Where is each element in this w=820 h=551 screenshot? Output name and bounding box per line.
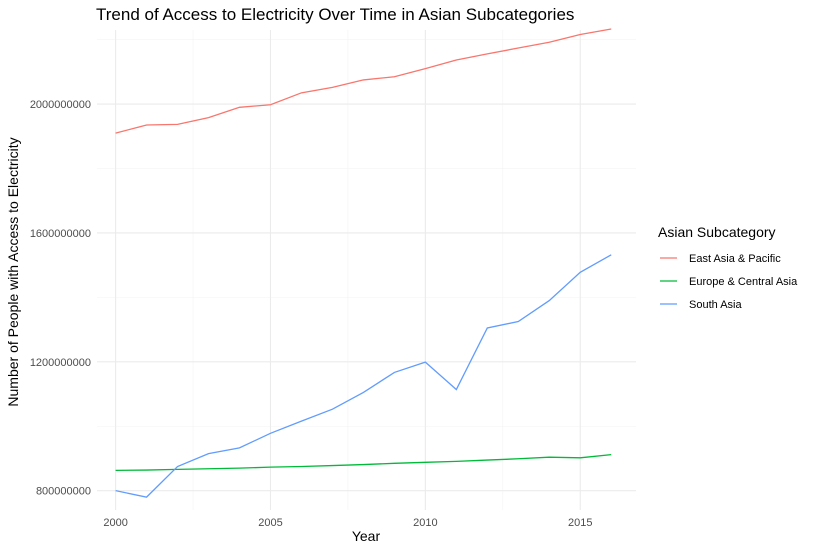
- legend: Asian Subcategory East Asia & Pacific Eur…: [658, 224, 798, 311]
- x-axis-title: Year: [352, 528, 381, 544]
- x-tick-label: 2015: [568, 517, 592, 529]
- y-axis-ticks: 800000000 1200000000 1600000000 2000000000: [30, 99, 91, 498]
- x-tick-label: 2005: [258, 517, 282, 529]
- y-tick-label: 1600000000: [30, 228, 91, 240]
- x-tick-label: 2010: [413, 517, 437, 529]
- y-tick-label: 800000000: [36, 486, 91, 498]
- chart-title: Trend of Access to Electricity Over Time…: [96, 5, 574, 24]
- x-axis-ticks: 2000 2005 2010 2015: [103, 517, 592, 529]
- y-axis-title: Number of People with Access to Electric…: [5, 137, 21, 406]
- legend-label-south-asia: South Asia: [689, 299, 742, 311]
- legend-label-europe-central-asia: Europe & Central Asia: [689, 276, 798, 288]
- series-lines: [115, 28, 612, 498]
- series-line-south-asia: [115, 254, 612, 498]
- y-tick-label: 2000000000: [30, 99, 91, 111]
- series-line-east-asia-pacific: [115, 28, 612, 134]
- series-line-europe-central-asia: [115, 453, 612, 472]
- y-tick-label: 1200000000: [30, 357, 91, 369]
- grid: [97, 30, 636, 510]
- legend-title: Asian Subcategory: [658, 224, 776, 240]
- x-tick-label: 2000: [103, 517, 127, 529]
- legend-label-east-asia-pacific: East Asia & Pacific: [689, 253, 781, 265]
